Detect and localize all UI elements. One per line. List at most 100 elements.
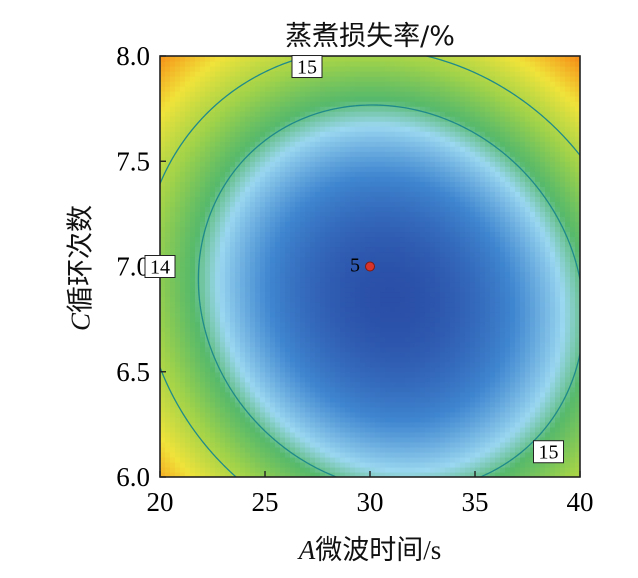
heat-cell [325, 186, 331, 192]
heat-cell [270, 196, 276, 202]
heat-cell [225, 446, 231, 453]
heat-cell [285, 426, 291, 433]
heat-cell [235, 196, 241, 202]
heat-cell [355, 416, 361, 423]
heat-cell [365, 366, 371, 373]
heat-cell [210, 401, 216, 408]
heat-cell [285, 91, 291, 97]
heat-cell [365, 136, 371, 142]
heat-cell [210, 261, 216, 268]
heat-cell [390, 306, 396, 313]
heat-cell [435, 71, 441, 77]
heat-cell [190, 336, 196, 343]
heat-cell [160, 156, 166, 162]
heat-cell [365, 466, 371, 473]
heat-cell [455, 366, 461, 373]
heat-cell [195, 86, 201, 92]
heat-cell [345, 81, 351, 87]
heat-cell [395, 241, 401, 248]
heat-cell [325, 406, 331, 413]
heat-cell [370, 61, 376, 67]
heat-cell [450, 456, 456, 463]
heat-cell [205, 121, 211, 127]
heat-cell [405, 356, 411, 363]
heat-cell [260, 256, 266, 263]
heat-cell [400, 56, 406, 62]
heat-cell [280, 121, 286, 127]
heat-cell [170, 96, 176, 102]
heat-cell [200, 446, 206, 453]
heat-cell [235, 361, 241, 368]
heat-cell [200, 306, 206, 313]
heat-cell [325, 126, 331, 132]
heat-cell [420, 406, 426, 413]
heat-cell [195, 346, 201, 353]
heat-cell [260, 366, 266, 373]
heat-cell [420, 201, 426, 207]
heat-cell [190, 106, 196, 112]
heat-cell [450, 441, 456, 448]
heat-cell [350, 226, 356, 233]
heat-cell [420, 366, 426, 373]
heat-cell [325, 161, 331, 167]
heat-cell [360, 101, 366, 107]
heat-cell [440, 351, 446, 358]
heat-cell [420, 211, 426, 217]
heat-cell [405, 461, 411, 468]
heat-cell [240, 151, 246, 157]
heat-cell [265, 301, 271, 308]
heat-cell [260, 401, 266, 408]
heat-cell [355, 281, 361, 288]
heat-cell [280, 401, 286, 408]
heat-cell [300, 341, 306, 348]
heat-cell [245, 331, 251, 338]
heat-cell [175, 276, 181, 283]
heat-cell [395, 416, 401, 423]
heat-cell [215, 446, 221, 453]
heat-cell [435, 146, 441, 152]
heat-cell [255, 211, 261, 217]
heat-cell [410, 141, 416, 147]
heat-cell [240, 116, 246, 122]
heat-cell [330, 216, 336, 222]
heat-cell [275, 136, 281, 142]
heat-cell [350, 446, 356, 453]
heat-cell [245, 281, 251, 288]
heat-cell [200, 221, 206, 228]
heat-cell [340, 351, 346, 358]
heat-cell [295, 256, 301, 263]
heat-cell [440, 136, 446, 142]
heat-cell [170, 471, 176, 477]
heat-cell [200, 326, 206, 333]
heat-cell [410, 306, 416, 313]
heat-cell [310, 461, 316, 468]
heat-cell [435, 171, 441, 177]
heat-cell [415, 461, 421, 468]
heat-cell [260, 76, 266, 82]
heat-cell [295, 111, 301, 117]
heat-cell [320, 371, 326, 378]
heat-cell [430, 126, 436, 132]
heat-cell [420, 76, 426, 82]
heat-cell [190, 161, 196, 167]
heat-cell [410, 251, 416, 258]
heat-cell [455, 336, 461, 343]
heat-cell [265, 341, 271, 348]
heat-cell [300, 186, 306, 192]
heat-cell [435, 226, 441, 233]
heat-cell [275, 456, 281, 463]
heat-cell [275, 176, 281, 182]
heat-cell [250, 246, 256, 253]
heat-cell [205, 291, 211, 298]
heat-cell [165, 461, 171, 468]
heat-cell [330, 371, 336, 378]
heat-cell [390, 356, 396, 363]
heat-cell [440, 81, 446, 87]
heat-cell [340, 406, 346, 413]
heat-cell [225, 261, 231, 268]
heat-cell [175, 456, 181, 463]
heat-cell [375, 471, 381, 477]
heat-cell [350, 211, 356, 217]
heat-cell [195, 111, 201, 117]
heat-cell [400, 406, 406, 413]
